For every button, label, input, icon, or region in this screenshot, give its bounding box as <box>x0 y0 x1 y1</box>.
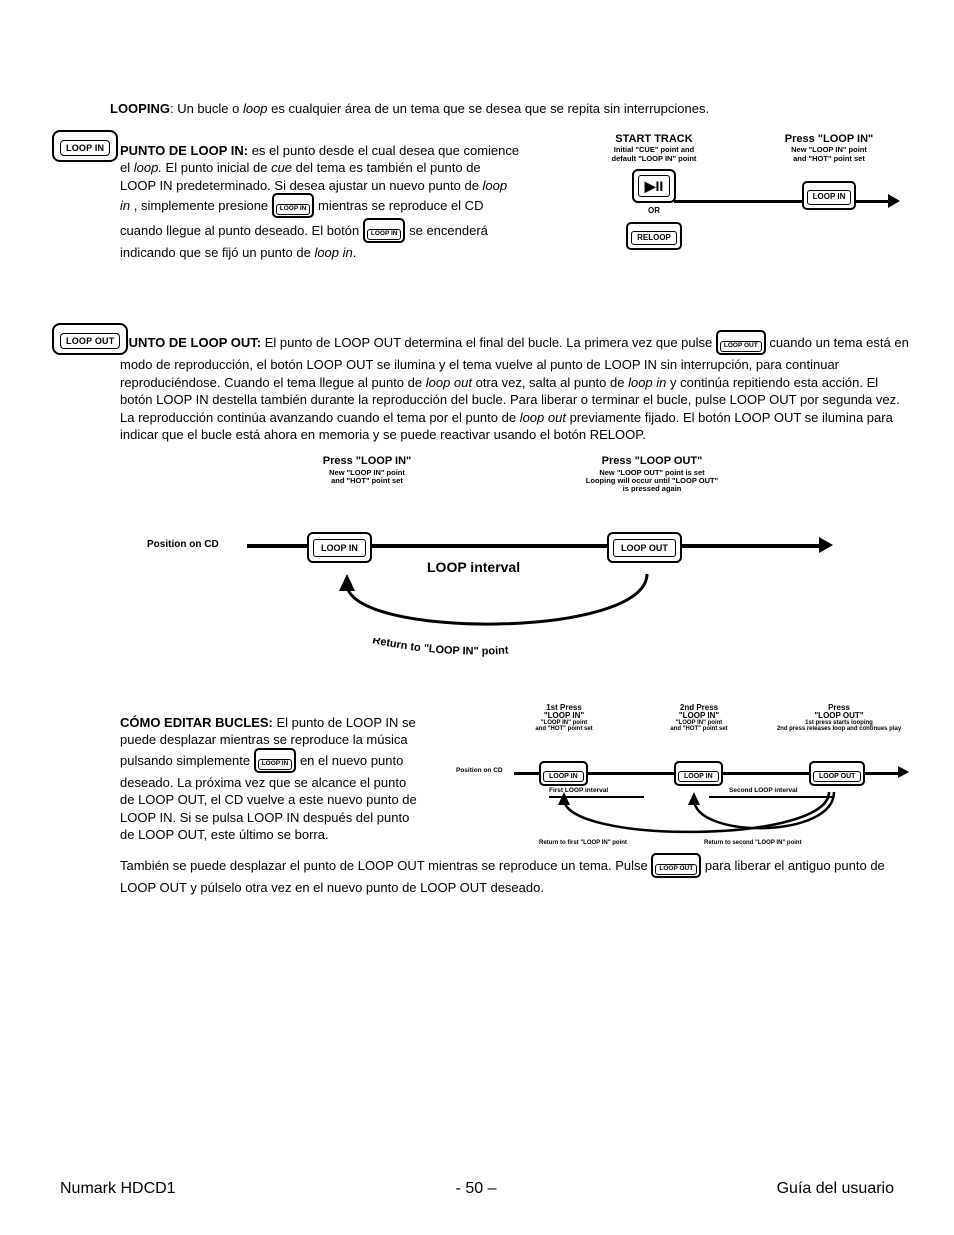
play-pause-button-icon: ▶II <box>632 169 677 203</box>
footer-product: Numark HDCD1 <box>60 1178 176 1200</box>
diagram-col-loopin: Press "LOOP IN" New "LOOP IN" point and … <box>754 132 904 210</box>
edit-loops-section: CÓMO EDITAR BUCLES: El punto de LOOP IN … <box>60 714 894 896</box>
diagram-col-second-press: 2nd Press "LOOP IN" "LOOP IN" point and … <box>644 704 754 733</box>
return-label: Return to first "LOOP IN" point <box>539 839 627 847</box>
loop-in-button-icon: LOOP IN <box>802 181 857 210</box>
diagram-col-press-loopin: Press "LOOP IN" New "LOOP IN" point and … <box>267 454 467 485</box>
loop-in-button-icon: LOOP IN <box>254 748 297 773</box>
position-label: Position on CD <box>456 767 503 776</box>
loop-in-node-icon: LOOP IN <box>307 532 372 563</box>
loop-in-node-icon: LOOP IN <box>674 761 723 787</box>
loop-in-text: PUNTO DE LOOP IN: es el punto desde el c… <box>120 142 520 262</box>
return-arc-icon <box>317 569 677 649</box>
loop-in-node-icon: LOOP IN <box>539 761 588 787</box>
loop-in-badge: LOOP IN <box>52 130 118 162</box>
loop-out-node-icon: LOOP OUT <box>607 532 682 563</box>
loop-out-button-icon: LOOP OUT <box>716 330 766 355</box>
edit-loops-text: CÓMO EDITAR BUCLES: El punto de LOOP IN … <box>120 714 420 844</box>
loop-out-section: LOOP OUT PUNTO DE LOOP OUT: El punto de … <box>60 331 894 674</box>
loop-in-button-icon: LOOP IN <box>363 218 406 243</box>
diagram-col-press-loopout: Press "LOOP OUT" New "LOOP OUT" point is… <box>537 454 767 494</box>
diagram-start-track: START TRACK Initial "CUE" point and defa… <box>564 132 904 282</box>
svg-text:Return to "LOOP IN" point: Return to "LOOP IN" point <box>371 638 509 658</box>
loop-in-section: LOOP IN PUNTO DE LOOP IN: es el punto de… <box>60 142 894 262</box>
loop-out-node-icon: LOOP OUT <box>809 761 865 787</box>
page-footer: Numark HDCD1 - 50 – Guía del usuario <box>60 1178 894 1200</box>
position-label: Position on CD <box>147 538 219 552</box>
intro-paragraph: LOOPING: Un bucle o loop es cualquier ár… <box>110 100 894 118</box>
diagram-col-press-loopout: Press "LOOP OUT" 1st press starts loopin… <box>774 704 904 733</box>
diagram-loop-interval: Press "LOOP IN" New "LOOP IN" point and … <box>117 454 837 674</box>
diagram-col-first-press: 1st Press "LOOP IN" "LOOP IN" point and … <box>509 704 619 733</box>
return-label: Return to "LOOP IN" point <box>367 638 587 660</box>
loop-out-badge: LOOP OUT <box>52 323 128 355</box>
reloop-button-icon: RELOOP <box>626 222 682 251</box>
footer-page-number: - 50 – <box>456 1178 497 1200</box>
footer-guide-title: Guía del usuario <box>777 1178 894 1200</box>
diagram-col-start: START TRACK Initial "CUE" point and defa… <box>584 132 724 251</box>
loop-in-button-icon: LOOP IN <box>272 193 315 218</box>
arrow-icon <box>819 537 833 553</box>
arrow-icon <box>898 766 909 778</box>
loop-out-button-icon: LOOP OUT <box>651 853 701 878</box>
return-label: Return to second "LOOP IN" point <box>704 839 802 847</box>
section-title: LOOPING <box>110 101 170 116</box>
loop-out-text: PUNTO DE LOOP OUT: El punto de LOOP OUT … <box>120 331 910 444</box>
